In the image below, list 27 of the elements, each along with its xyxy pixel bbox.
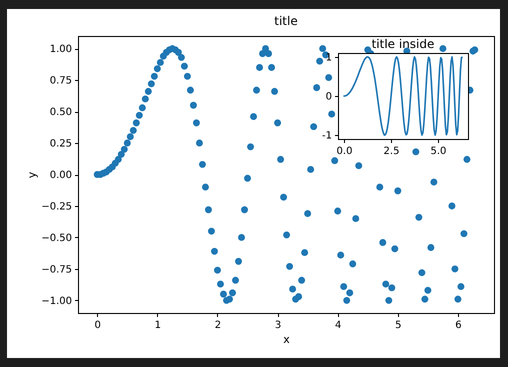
- x-tick-label: 2: [214, 320, 222, 331]
- x-tick-label: 4: [335, 320, 342, 331]
- x-tick-label: 1: [154, 320, 162, 331]
- x-tick-label: 6: [455, 320, 462, 331]
- y-tick-label: 0: [326, 92, 332, 102]
- chart-title: title inside: [372, 36, 434, 51]
- line-series: [343, 56, 463, 136]
- x-tick-label: 3: [274, 320, 282, 331]
- chart-title: title: [274, 14, 298, 28]
- y-tick-label: 0.50: [50, 107, 72, 118]
- y-tick-label: 0.75: [50, 76, 72, 87]
- x-axis-title: x: [283, 333, 290, 346]
- x-tick-label: 5: [395, 320, 402, 331]
- y-tick-label: −0.50: [41, 232, 72, 244]
- x-tick-label: 5.0: [430, 146, 446, 157]
- y-tick-label: −0.25: [41, 201, 72, 212]
- y-tick-label: 1.00: [50, 44, 72, 56]
- x-tick-label: 2.5: [384, 146, 400, 157]
- y-tick-label: 0.25: [50, 138, 72, 150]
- y-tick-label: −1.00: [41, 296, 72, 307]
- y-tick-label: −0.75: [41, 264, 72, 276]
- y-axis-title: y: [25, 171, 38, 178]
- y-tick-label: 0.00: [50, 170, 72, 181]
- y-tick-label: -1: [322, 130, 332, 142]
- y-tick-label: 1: [326, 52, 332, 64]
- x-tick-label: 0: [94, 320, 101, 331]
- x-tick-label: 0.0: [336, 146, 352, 157]
